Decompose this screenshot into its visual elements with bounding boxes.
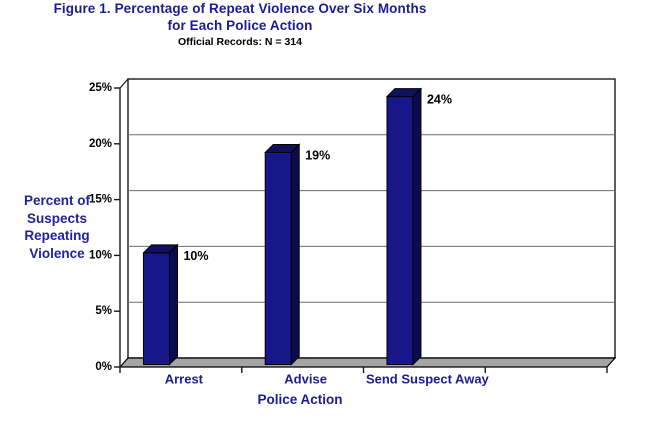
plot-wall-rect xyxy=(127,78,616,359)
y-axis-title-line: Repeating xyxy=(24,228,90,243)
x-axis-title: Police Action xyxy=(257,392,342,407)
bar-front-face xyxy=(264,151,292,365)
y-axis-title-line: Percent of xyxy=(23,193,91,208)
plot-floor xyxy=(118,357,617,368)
y-tick-label: 20% xyxy=(89,138,112,150)
x-category-label: Send Suspect Away xyxy=(366,372,490,387)
bars xyxy=(142,87,423,366)
y-axis-title-line: Violence xyxy=(29,245,85,261)
gridlines xyxy=(128,134,615,303)
bar-side-face xyxy=(412,87,422,366)
y-tick-label: 25% xyxy=(89,82,112,94)
floor-polygon xyxy=(118,357,617,368)
axis-bevel-line xyxy=(119,78,129,89)
axes xyxy=(114,78,608,373)
bar-value-label: 10% xyxy=(183,249,208,263)
chart-labels: 0% 5% 10% 15% 20% 25% 10% Arrest 19% Advise 24% Sen… xyxy=(89,82,490,387)
bar-side-face xyxy=(290,143,300,366)
chart-title-line-1: Figure 1. Percentage of Repeat Violence … xyxy=(53,1,427,16)
bar-front-face xyxy=(142,252,170,365)
y-tick-label: 5% xyxy=(95,305,112,317)
bar-value-label: 24% xyxy=(427,93,452,107)
chart-title-line-2: for Each Police Action xyxy=(167,18,313,33)
bar-arrest xyxy=(142,243,179,366)
plot-back-wall xyxy=(127,78,616,359)
y-tick-label: 15% xyxy=(89,194,112,206)
bar-front-face xyxy=(386,96,414,365)
bar-side-face xyxy=(168,243,178,366)
y-tick-label: 10% xyxy=(89,249,112,261)
bar-send-suspect-away xyxy=(385,87,423,366)
chart-title-block: Figure 1. Percentage of Repeat Violence … xyxy=(0,0,480,49)
y-axis-title: Percent of Suspects Repeating Violence xyxy=(6,192,108,262)
x-category-label: Arrest xyxy=(165,372,204,387)
chart-subtitle: Official Records: N = 314 xyxy=(177,36,302,48)
bar-value-label: 19% xyxy=(305,148,330,162)
x-category-label: Advise xyxy=(284,372,327,387)
y-axis-title-line: Suspects xyxy=(26,210,88,226)
y-tick-label: 0% xyxy=(95,361,112,373)
bar-advise xyxy=(264,143,301,366)
